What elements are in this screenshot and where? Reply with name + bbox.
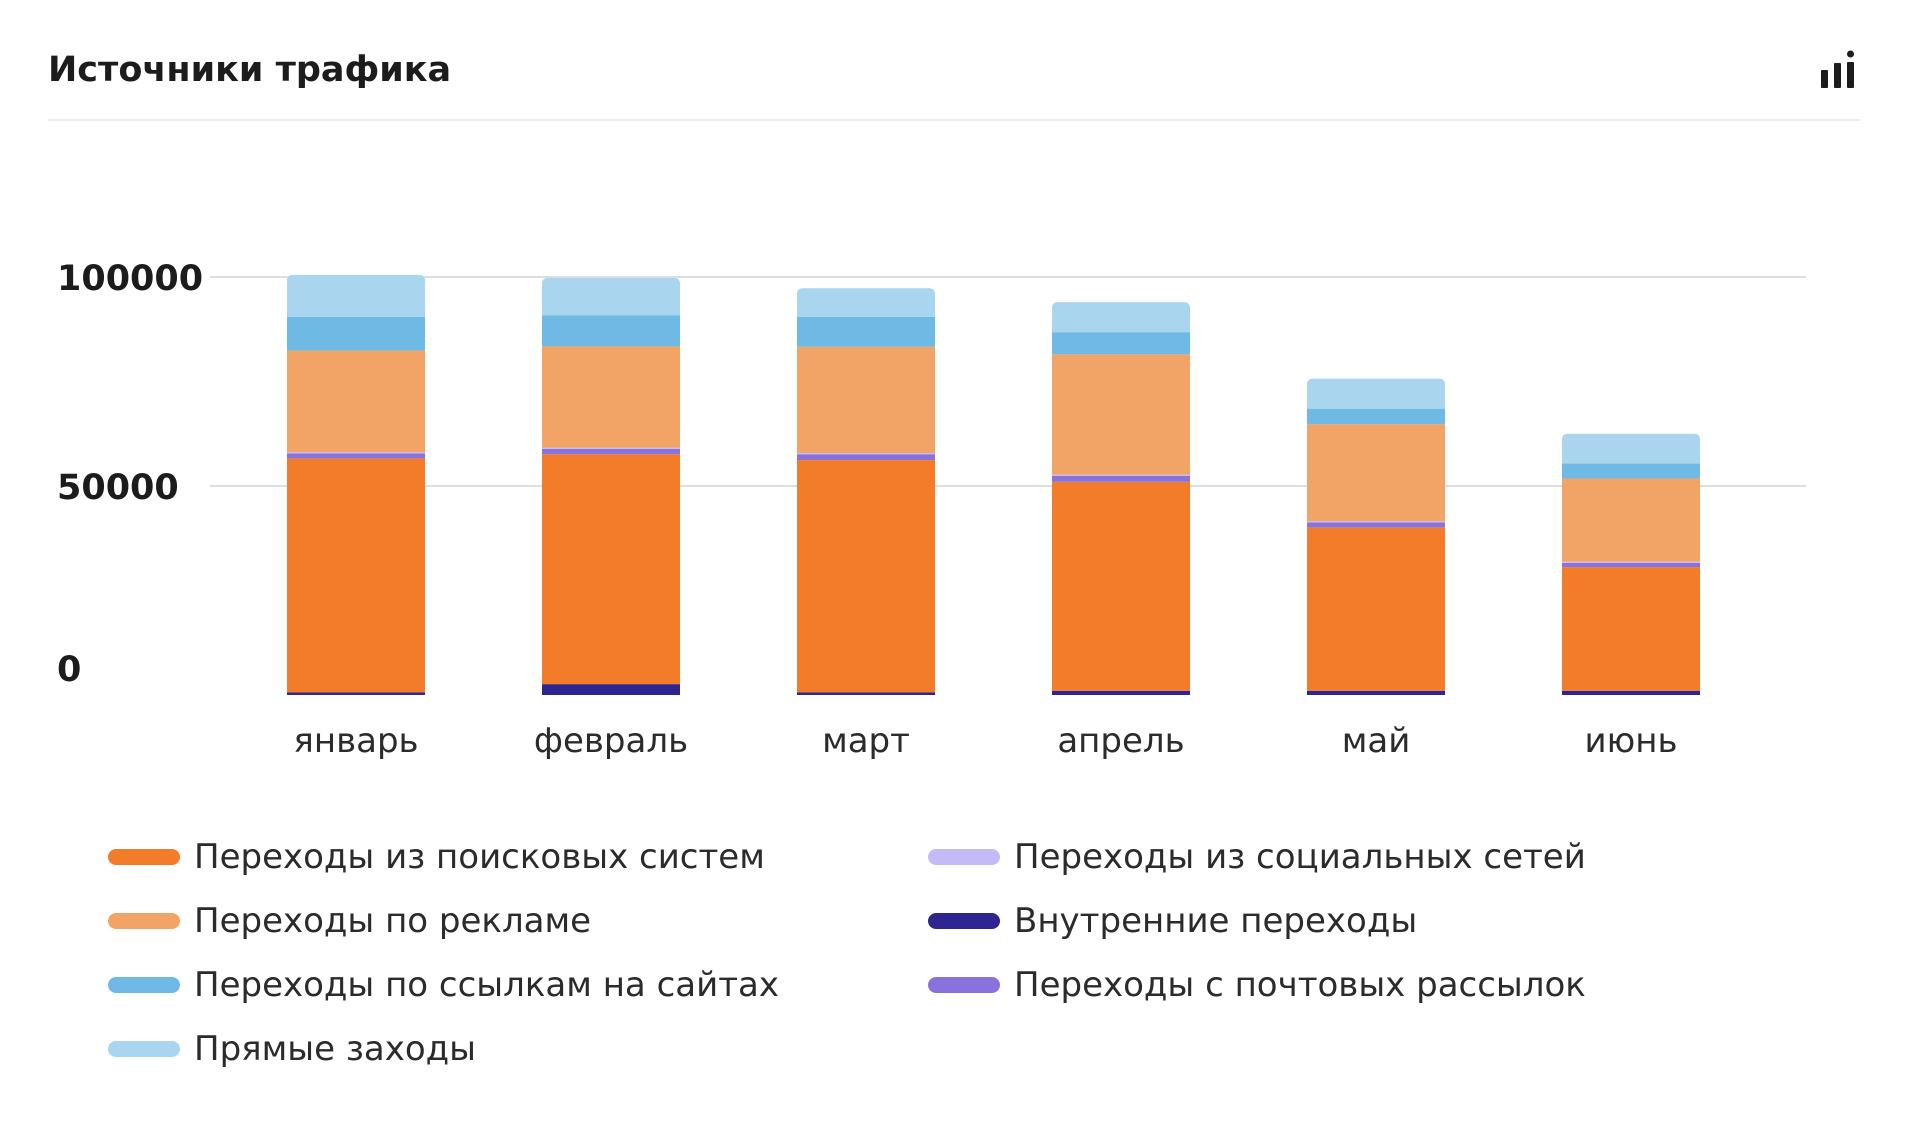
bar-segment: [797, 460, 935, 693]
legend-label: Переходы по рекламе: [194, 901, 592, 941]
bar-segment: [1052, 332, 1190, 355]
bar-segment: [797, 692, 935, 695]
bar-segment: [287, 453, 425, 459]
bar-segment: [1562, 567, 1700, 691]
bar-segment: [1562, 433, 1700, 464]
bar-segment: [1307, 521, 1445, 523]
bar-segment: [1562, 463, 1700, 479]
legend-item-search[interactable]: Переходы из поисковых систем: [108, 835, 765, 879]
bar-segment: [1562, 690, 1700, 695]
legend-item-social[interactable]: Переходы из социальных сетей: [928, 835, 1586, 879]
legend-swatch: [108, 977, 180, 993]
header-divider: [48, 119, 1860, 121]
bar-segment: [1052, 302, 1190, 333]
bar-segment: [1307, 424, 1445, 522]
bar-segment: [542, 448, 680, 455]
bar-segment: [797, 454, 935, 461]
bar-segment: [287, 452, 425, 454]
bar-segment: [1562, 562, 1700, 568]
x-tick-label: июнь: [1585, 721, 1678, 761]
bar-segment: [542, 277, 680, 316]
x-tick-label: январь: [293, 721, 418, 761]
legend-item-ads[interactable]: Переходы по рекламе: [108, 899, 591, 943]
bar-segment: [287, 316, 425, 351]
widget-title: Источники трафика: [48, 50, 452, 90]
legend-label: Переходы с почтовых рассылок: [1014, 965, 1586, 1005]
bar-segment: [797, 346, 935, 453]
legend-swatch: [108, 913, 180, 929]
x-tick-label: март: [822, 721, 910, 761]
y-tick-label: 100000: [57, 259, 203, 299]
bar-segment: [1052, 354, 1190, 475]
x-tick-label: апрель: [1057, 721, 1184, 761]
x-tick-label: май: [1342, 721, 1411, 761]
y-tick-label: 50000: [57, 468, 179, 508]
bar-segment: [1052, 481, 1190, 691]
bar-segment: [287, 350, 425, 453]
legend-swatch: [928, 849, 1000, 865]
widget-header: Источники трафика: [48, 44, 1860, 94]
legend-swatch: [928, 913, 1000, 929]
x-tick-label: февраль: [534, 721, 688, 761]
bar-segment: [1052, 690, 1190, 695]
bar-segment: [1307, 527, 1445, 691]
bar-segment: [1052, 475, 1190, 482]
legend-item-direct[interactable]: Прямые заходы: [108, 1027, 476, 1071]
legend-label: Прямые заходы: [194, 1029, 477, 1069]
legend-item-referrals[interactable]: Переходы по ссылкам на сайтах: [108, 963, 779, 1007]
bar-segment: [1052, 474, 1190, 476]
legend-label: Переходы из поисковых систем: [194, 837, 765, 877]
bar-segment: [287, 458, 425, 693]
legend-swatch: [108, 1041, 180, 1057]
bar-segment: [542, 684, 680, 695]
bar-segment: [542, 454, 680, 685]
bar-segment: [797, 288, 935, 317]
bar-segment: [1562, 561, 1700, 563]
legend-item-email[interactable]: Переходы с почтовых рассылок: [928, 963, 1586, 1007]
bar-segment: [1307, 408, 1445, 425]
bar-segment: [287, 692, 425, 695]
stacked-bar-chart: 0 50000 100000 январь февраль март апрель май ию…: [57, 259, 1806, 761]
bar-segment: [287, 274, 425, 317]
bar-segment: [797, 452, 935, 455]
bar-segment: [1307, 378, 1445, 409]
bar-segment: [1307, 690, 1445, 695]
legend-swatch: [928, 977, 1000, 993]
legend-label: Переходы по ссылкам на сайтах: [194, 965, 779, 1005]
bar-segment: [542, 447, 680, 449]
bar-segment: [1307, 522, 1445, 528]
legend-label: Внутренние переходы: [1014, 901, 1418, 941]
bar-chart-icon[interactable]: [1820, 50, 1856, 90]
chart-legend: Переходы из поисковых систем Переходы по…: [108, 835, 1808, 1095]
bar-segment: [542, 346, 680, 448]
bar-segment: [542, 315, 680, 347]
legend-label: Переходы из социальных сетей: [1014, 837, 1586, 877]
bar-segment: [797, 316, 935, 347]
legend-item-internal[interactable]: Внутренние переходы: [928, 899, 1417, 943]
bar-segment: [1562, 478, 1700, 562]
y-tick-label: 0: [57, 650, 81, 690]
legend-swatch: [108, 849, 180, 865]
